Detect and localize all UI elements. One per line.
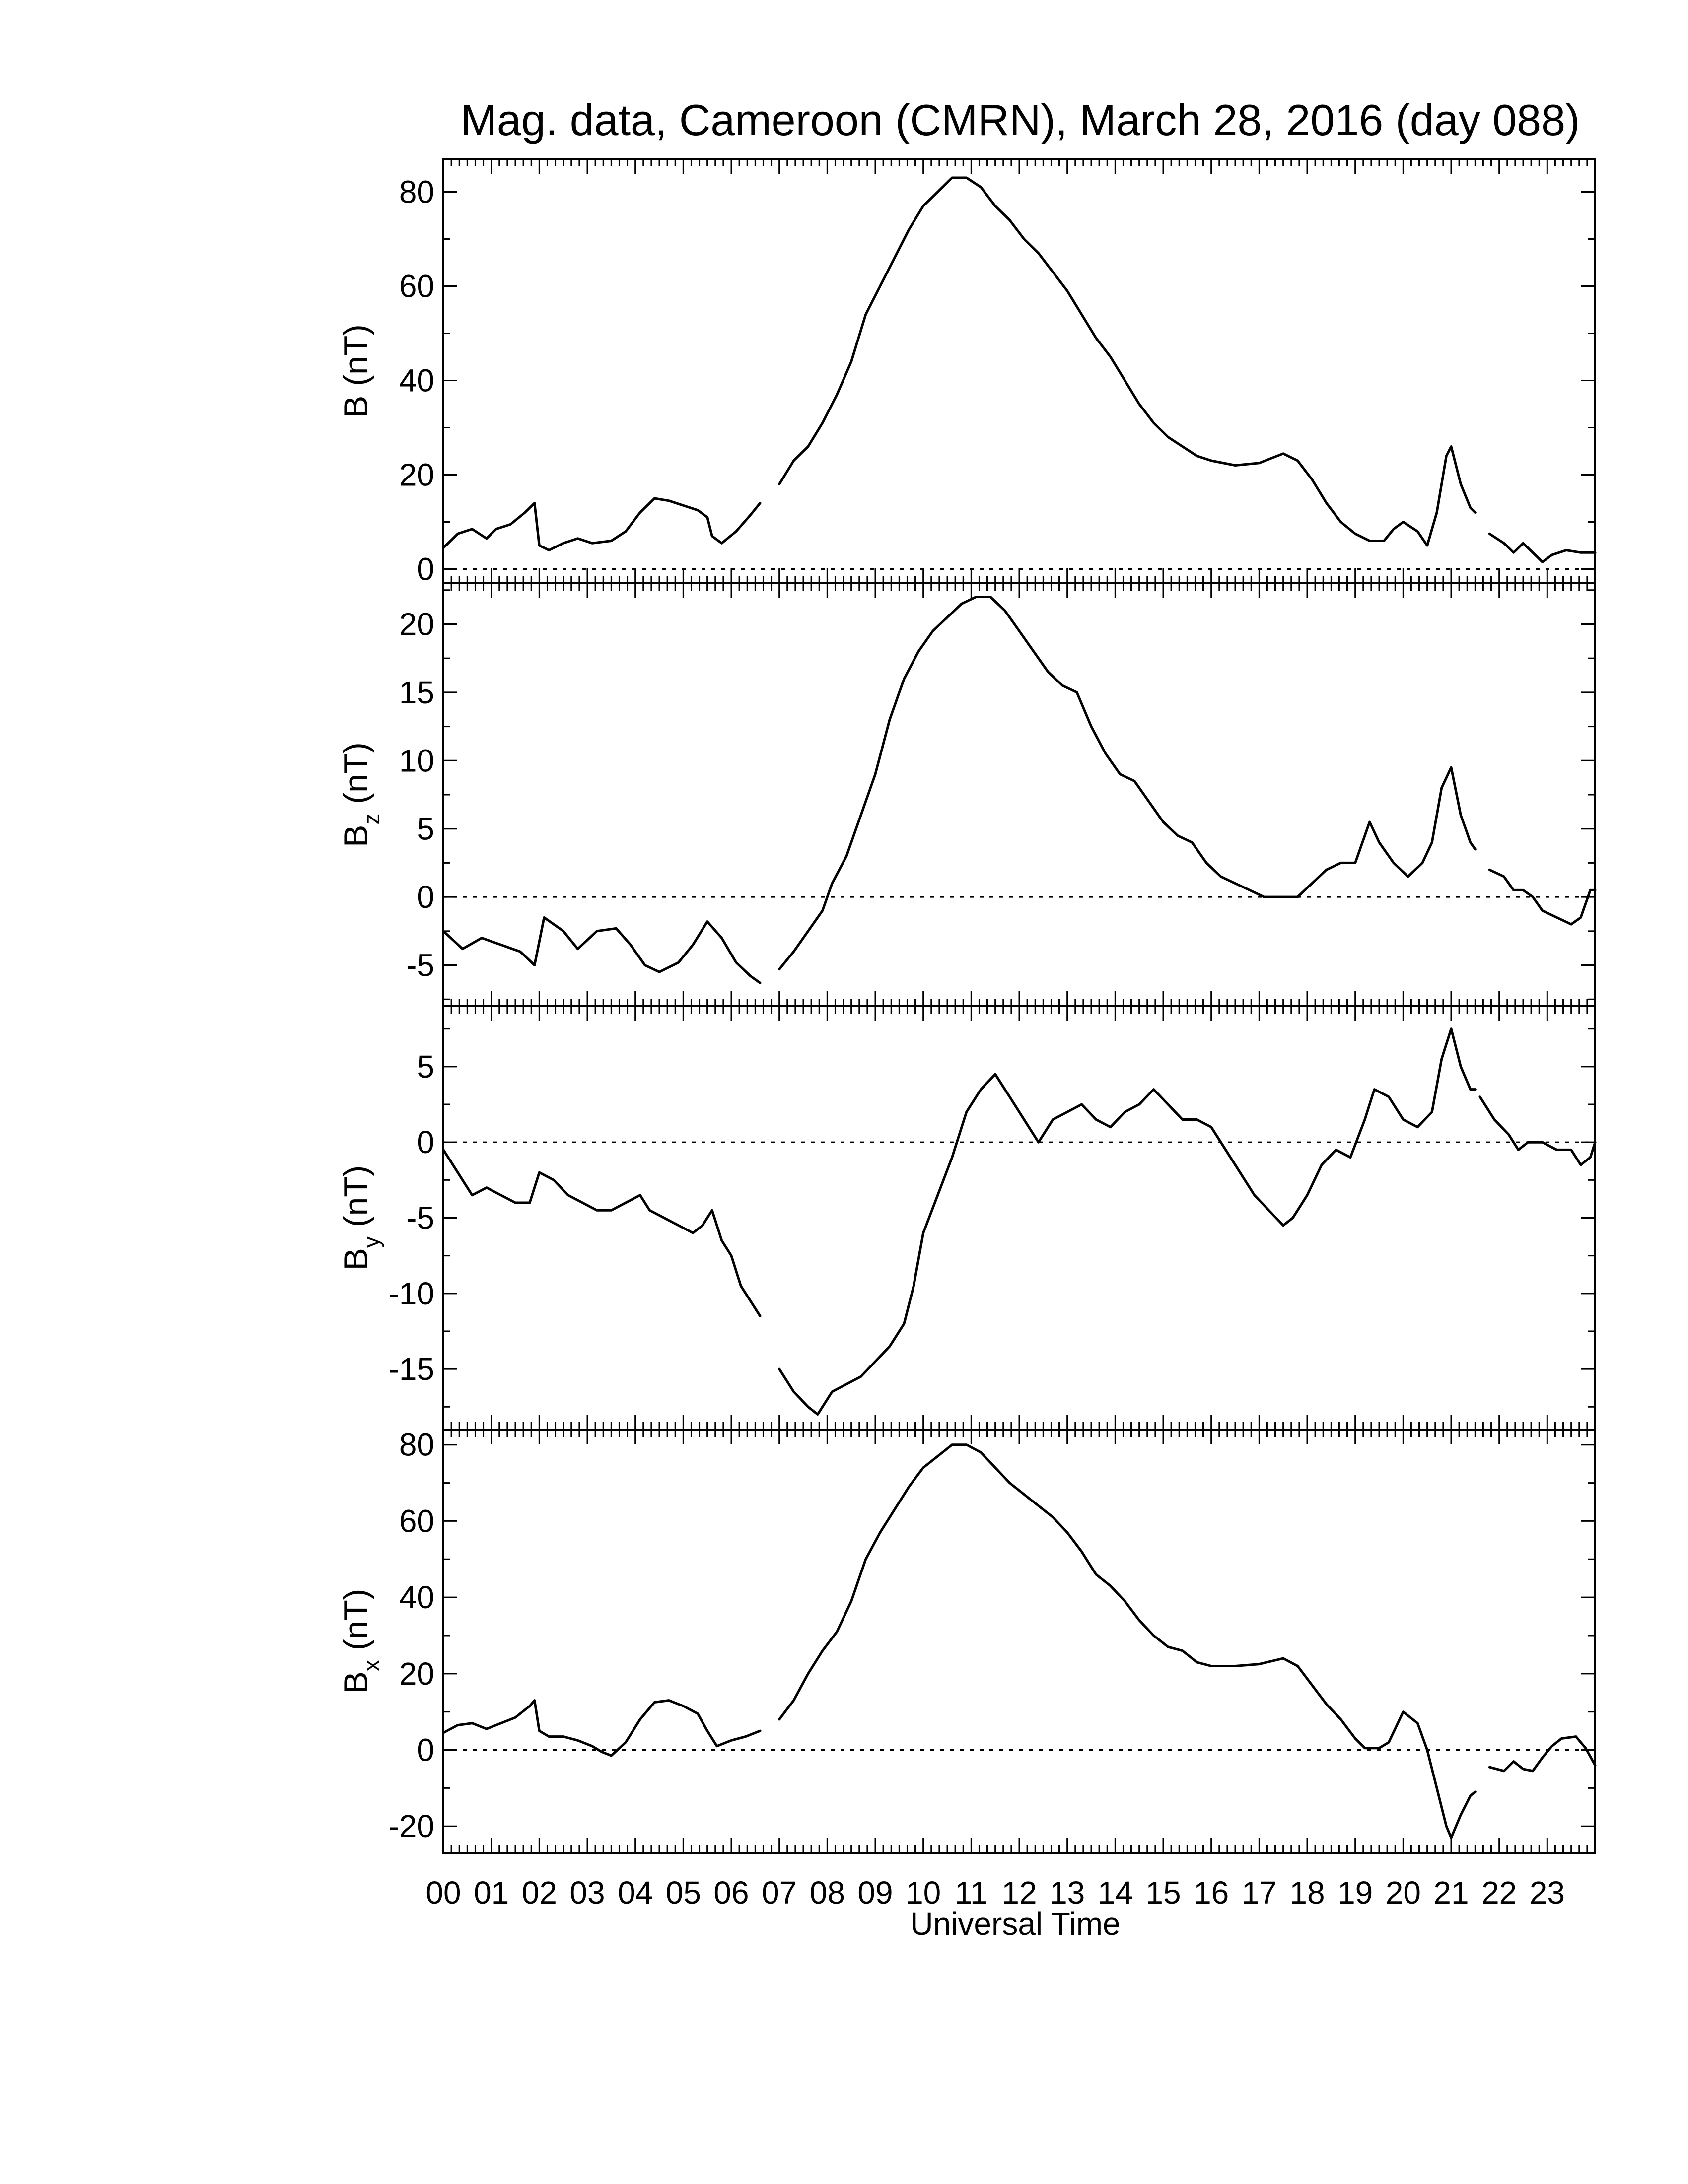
y-axis-label-main: B — [337, 1671, 375, 1694]
series-line-segment-3 — [1488, 868, 1597, 926]
x-tick-label: 02 — [522, 1875, 557, 1911]
y-tick-label: -5 — [406, 1200, 434, 1236]
y-tick-label: 5 — [417, 1049, 434, 1085]
y-axis-label-unit: (nT) — [337, 324, 375, 396]
y-tick-label: 5 — [417, 811, 434, 847]
x-tick-label: 17 — [1242, 1875, 1277, 1911]
x-tick-label: 06 — [713, 1875, 749, 1911]
series-line-segment-2 — [778, 596, 1477, 971]
y-tick-label: 0 — [417, 1732, 434, 1768]
x-tick-label: 00 — [425, 1875, 461, 1911]
y-axis-label: Bx (nT) — [337, 1589, 384, 1694]
x-tick-label: 09 — [857, 1875, 893, 1911]
y-axis-label-main: B — [337, 825, 375, 847]
panel-frame — [442, 1429, 1596, 1854]
series-line-segment-1 — [442, 1148, 762, 1317]
x-tick-label: 18 — [1289, 1875, 1325, 1911]
panel-1: 0 20 40 60 80 B (nT) — [337, 158, 1597, 587]
series-line-segment-1 — [442, 1699, 762, 1757]
x-tick-label: 15 — [1145, 1875, 1181, 1911]
series-line-segment-3 — [1488, 532, 1597, 563]
y-axis-label-unit: (nT) — [337, 1165, 375, 1237]
series-line-segment-2 — [778, 176, 1477, 547]
x-tick-label: 07 — [762, 1875, 797, 1911]
y-axis-label-main: B — [337, 1248, 375, 1270]
x-tick-label: 10 — [906, 1875, 941, 1911]
y-axis-label: Bz (nT) — [337, 742, 384, 847]
x-tick-label: 13 — [1050, 1875, 1085, 1911]
x-tick-label: 20 — [1386, 1875, 1421, 1911]
y-tick-label: -10 — [389, 1276, 435, 1311]
x-tick-label: 08 — [810, 1875, 845, 1911]
y-axis-label: By (nT) — [337, 1165, 384, 1271]
y-axis-label-main: B — [337, 396, 375, 418]
y-tick-label: 60 — [399, 1503, 434, 1539]
y-tick-label: -15 — [389, 1351, 435, 1387]
y-tick-label: 0 — [417, 879, 434, 915]
y-tick-label: 0 — [417, 1124, 434, 1160]
y-axis-label-unit: (nT) — [337, 1589, 375, 1660]
series-line-segment-2 — [778, 1027, 1477, 1416]
x-tick-label: 19 — [1337, 1875, 1373, 1911]
y-axis-label-sub: z — [358, 814, 384, 825]
x-tick-label: 11 — [955, 1875, 987, 1911]
series-line-segment-1 — [442, 497, 762, 551]
figure-title: Mag. data, Cameroon (CMRN), March 28, 20… — [461, 95, 1580, 144]
series-line-segment-3 — [1478, 1095, 1597, 1166]
series-line-segment-3 — [1488, 1735, 1597, 1773]
y-axis-label: B (nT) — [337, 324, 375, 418]
x-tick-label: 23 — [1530, 1875, 1565, 1911]
x-tick-label: 21 — [1433, 1875, 1469, 1911]
y-tick-label: 20 — [399, 1656, 434, 1692]
x-tick-label: 03 — [569, 1875, 605, 1911]
y-tick-label: 0 — [417, 551, 434, 587]
x-tick-label: 22 — [1481, 1875, 1517, 1911]
y-tick-label: 15 — [399, 675, 434, 710]
x-tick-label: 04 — [618, 1875, 653, 1911]
x-tick-label: 05 — [666, 1875, 701, 1911]
y-axis-label-sub: x — [358, 1660, 384, 1671]
series-line-segment-2 — [778, 1443, 1477, 1839]
panel-4: -20 0 20 40 60 80 Bx (nT) 00 01 02 03 04 05 06 07 08 09 1… — [337, 1427, 1597, 1911]
series-line-segment-1 — [442, 916, 762, 984]
panel-2: -5 0 5 10 15 20 Bz (nT) — [337, 582, 1597, 1007]
y-tick-label: 60 — [399, 269, 434, 304]
y-tick-label: 20 — [399, 606, 434, 642]
x-tick-label: 16 — [1194, 1875, 1229, 1911]
y-tick-label: 20 — [399, 457, 434, 493]
y-tick-label: -5 — [406, 948, 434, 983]
y-tick-label: 80 — [399, 1427, 434, 1463]
y-tick-label: 40 — [399, 1579, 434, 1615]
y-tick-label: 10 — [399, 743, 434, 778]
panel-3: -15 -10 -5 0 5 By (nT) — [337, 1005, 1597, 1431]
y-tick-label: 80 — [399, 174, 434, 210]
x-tick-label: 14 — [1098, 1875, 1133, 1911]
x-tick-label: 01 — [474, 1875, 509, 1911]
y-axis-label-unit: (nT) — [337, 742, 375, 814]
y-axis-label-sub: y — [358, 1236, 384, 1248]
y-tick-label: -20 — [389, 1808, 435, 1844]
x-tick-label: 12 — [1001, 1875, 1037, 1911]
y-tick-label: 40 — [399, 363, 434, 399]
x-axis-title: Universal Time — [910, 1906, 1120, 1942]
